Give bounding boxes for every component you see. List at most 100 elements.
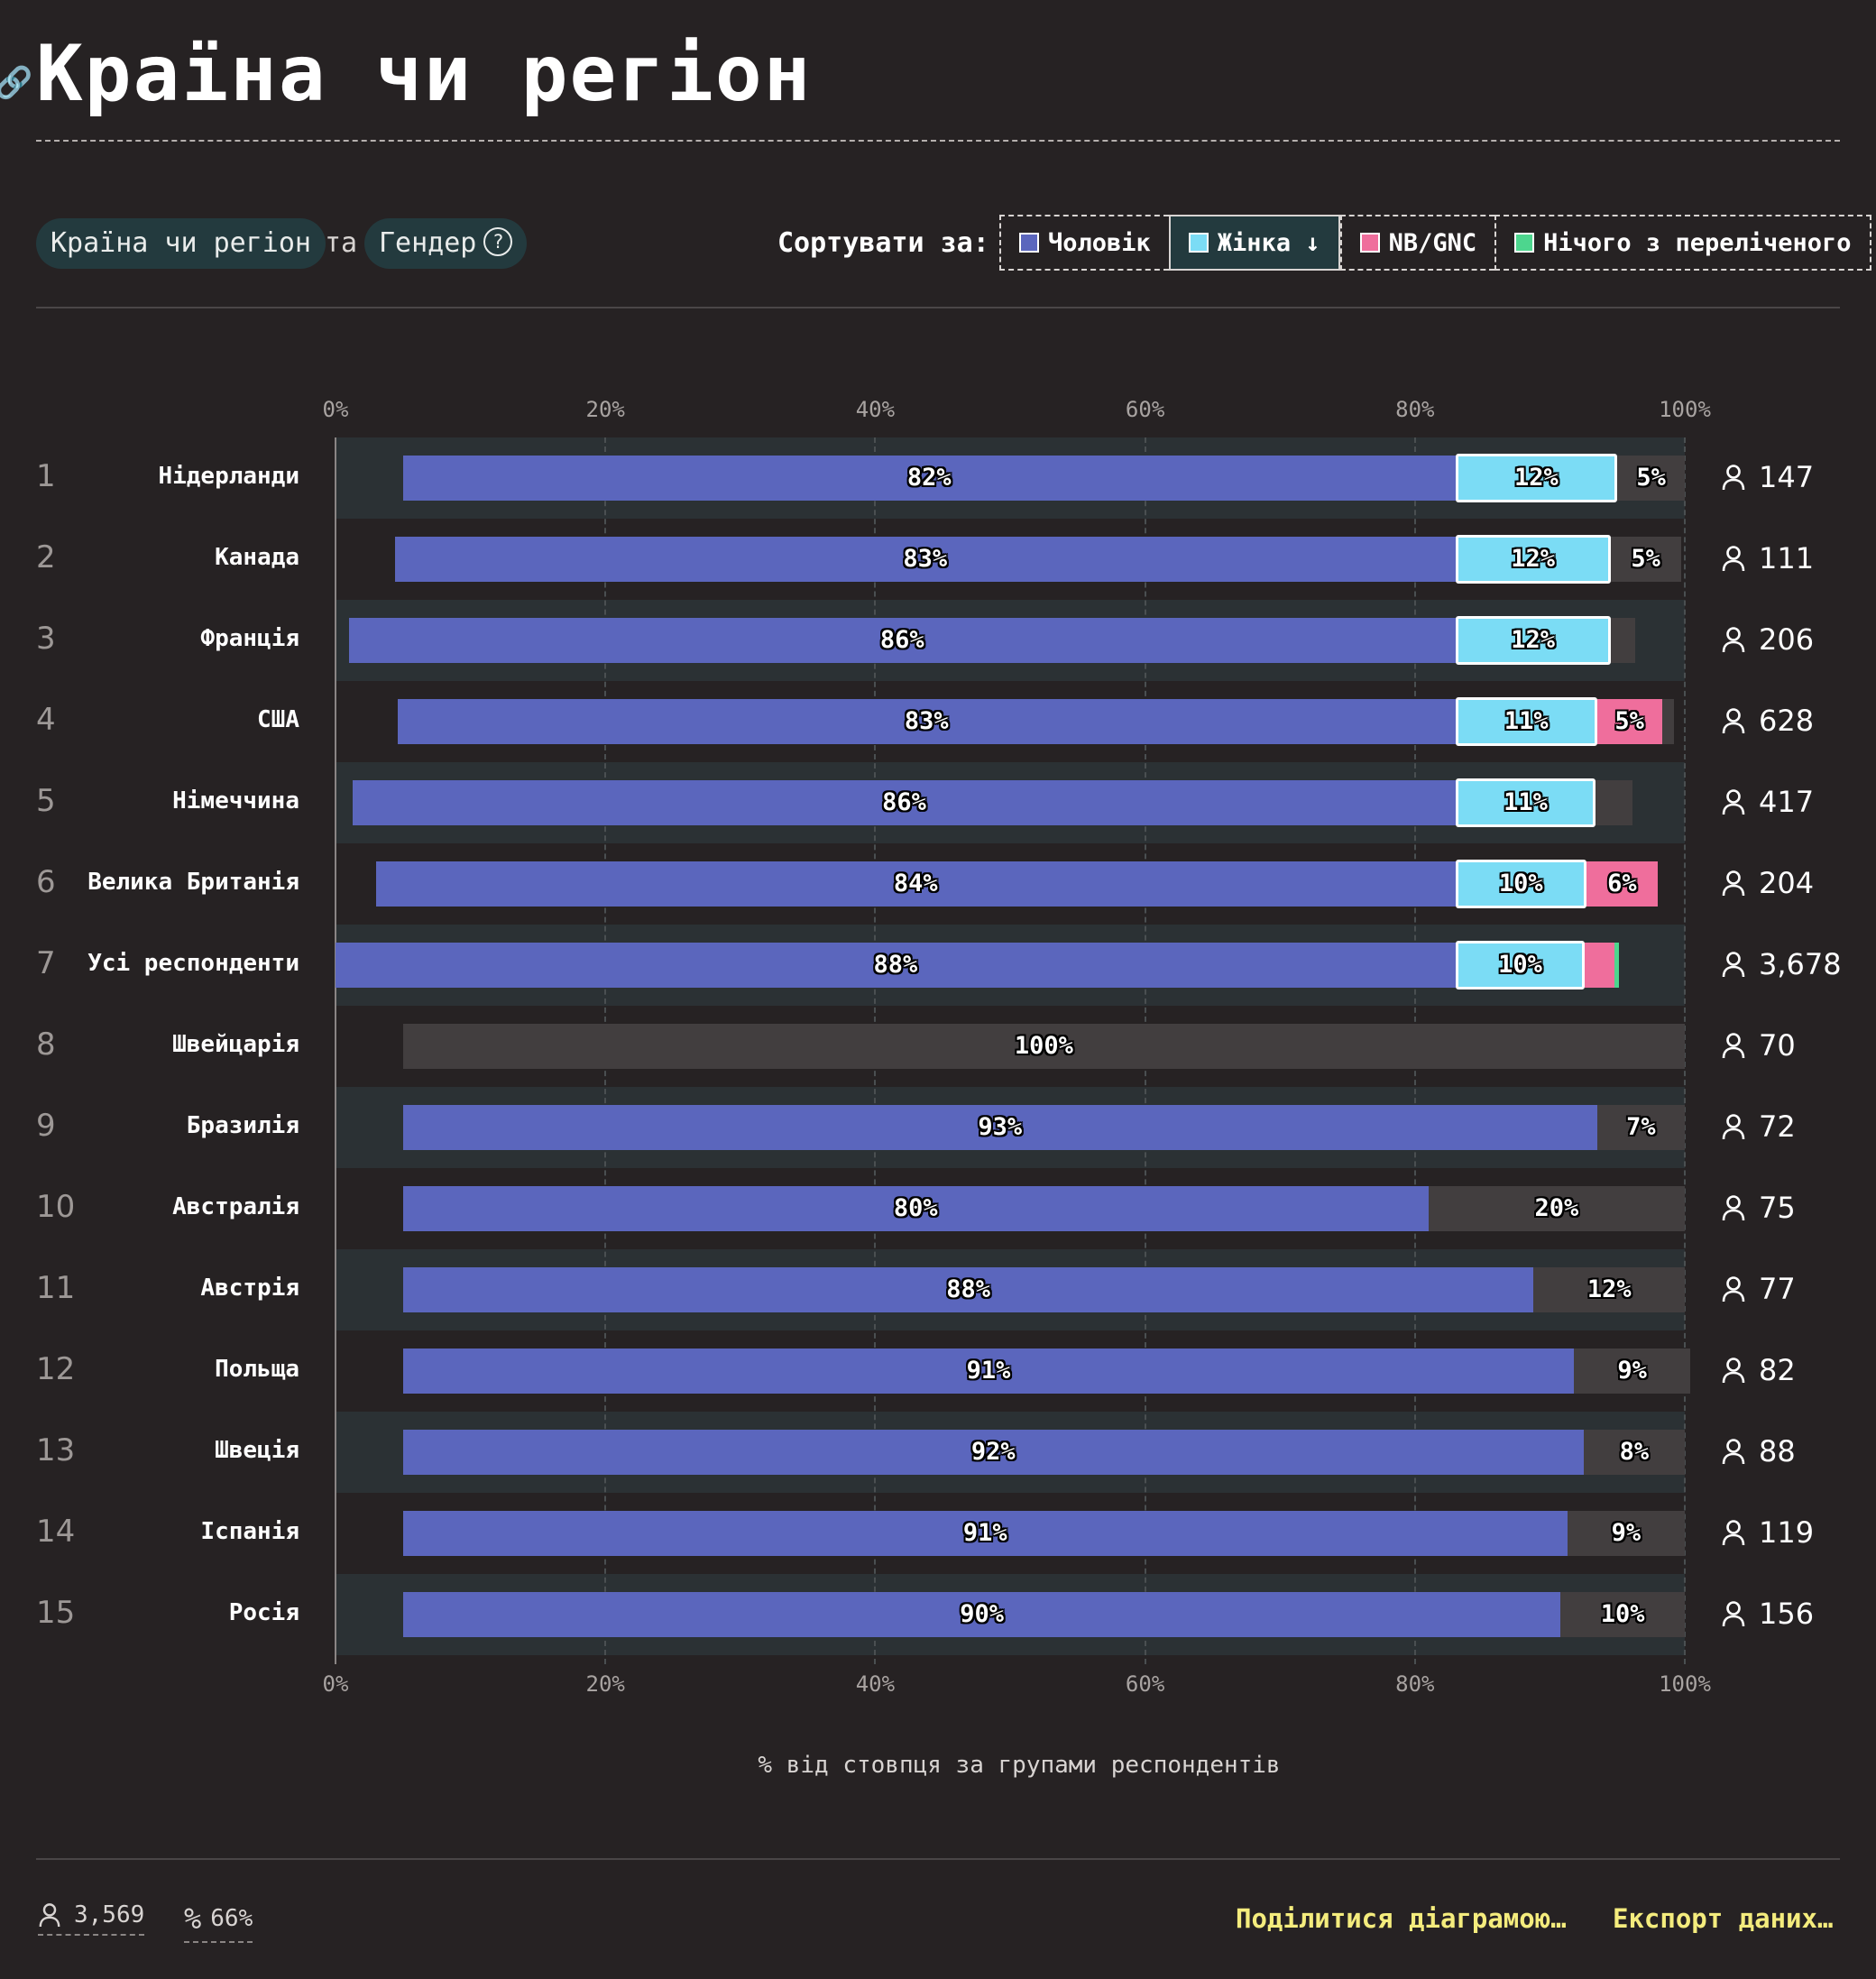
- bar-segment[interactable]: [1596, 1105, 1685, 1150]
- bar-segment[interactable]: [353, 780, 1456, 825]
- bar-segment[interactable]: [402, 1348, 1575, 1394]
- bar-value-label: 86%: [882, 788, 926, 816]
- row-count-value: 77: [1759, 1272, 1796, 1306]
- bar-segment[interactable]: [1567, 1511, 1685, 1556]
- respondents-stat[interactable]: 3,569: [38, 1901, 145, 1936]
- row-count: 82: [1721, 1353, 1796, 1387]
- bar-segment[interactable]: [1455, 941, 1586, 990]
- bar-segment[interactable]: [1596, 780, 1632, 825]
- bar-value-label: 91%: [962, 1519, 1007, 1547]
- help-icon[interactable]: ?: [483, 226, 513, 256]
- bar-value-label: 12%: [1511, 545, 1556, 573]
- bar-segment[interactable]: [375, 861, 1456, 907]
- bar-segment[interactable]: [348, 618, 1456, 663]
- export-data-link[interactable]: Експорт даних…: [1613, 1903, 1834, 1934]
- bar-value-label: 12%: [1511, 626, 1556, 654]
- bar-value-label: 100%: [1014, 1032, 1073, 1060]
- footer-divider: [36, 1858, 1840, 1860]
- share-chart-link[interactable]: Поділитися діаграмою…: [1236, 1903, 1567, 1934]
- row-label: Велика Британія: [87, 869, 299, 896]
- bar-segment[interactable]: [1455, 860, 1586, 908]
- row-count-value: 204: [1759, 866, 1815, 900]
- field-selector-button[interactable]: Країна чи регіон: [36, 218, 326, 269]
- y-axis-line: [335, 437, 336, 1664]
- bar-segment[interactable]: [1560, 1592, 1685, 1637]
- bar-segment[interactable]: [1428, 1186, 1685, 1231]
- bar-segment[interactable]: [1617, 456, 1685, 501]
- bar-segment[interactable]: [394, 537, 1456, 582]
- row-count: 119: [1721, 1515, 1814, 1550]
- bar-value-label: 5%: [1631, 545, 1660, 573]
- row-count-value: 206: [1759, 622, 1815, 657]
- x-tick-label-top: 20%: [585, 397, 625, 422]
- x-tick-label-bottom: 60%: [1125, 1671, 1165, 1697]
- bar-segment[interactable]: [1596, 699, 1662, 744]
- bar-segment[interactable]: [1455, 778, 1596, 827]
- bar-segment[interactable]: [402, 1430, 1584, 1475]
- row-count: 206: [1721, 622, 1814, 657]
- person-icon: [39, 1903, 60, 1928]
- row-count: 417: [1721, 785, 1814, 819]
- bar-segment[interactable]: [402, 1511, 1568, 1556]
- row-rank: 13: [36, 1432, 76, 1468]
- bar-segment[interactable]: [402, 1024, 1685, 1069]
- bar-value-label: 7%: [1626, 1113, 1656, 1141]
- sort-option-nbgnc[interactable]: NB/GNC: [1339, 215, 1495, 271]
- bar-segment[interactable]: [1455, 454, 1618, 502]
- bar-segment[interactable]: [402, 1186, 1429, 1231]
- row-count: 111: [1721, 541, 1814, 575]
- row-count-value: 72: [1759, 1109, 1796, 1144]
- row-count: 3,678: [1721, 947, 1842, 981]
- bar-segment[interactable]: [1610, 618, 1635, 663]
- person-icon: [1722, 627, 1745, 653]
- row-rank: 6: [36, 864, 56, 900]
- respondents-count: 3,569: [74, 1901, 145, 1928]
- bar-segment[interactable]: [1455, 697, 1597, 746]
- bar-value-label: 83%: [904, 707, 949, 735]
- percent-stat[interactable]: % 66%: [184, 1901, 253, 1943]
- bar-segment[interactable]: [397, 699, 1456, 744]
- percent-icon: %: [184, 1901, 202, 1936]
- bar-value-label: 5%: [1614, 707, 1644, 735]
- person-icon: [1722, 1114, 1745, 1140]
- sort-option-none[interactable]: Нічого з переліченого: [1494, 215, 1871, 271]
- row-rank: 10: [36, 1189, 76, 1225]
- row-label: Нідерланди: [158, 463, 299, 490]
- bar-segment[interactable]: [1585, 943, 1615, 988]
- bar-segment[interactable]: [402, 1592, 1561, 1637]
- x-tick-label-bottom: 20%: [585, 1671, 625, 1697]
- bar-segment[interactable]: [1661, 699, 1675, 744]
- row-count-value: 3,678: [1759, 947, 1842, 981]
- bar-segment[interactable]: [402, 1267, 1534, 1312]
- bar-segment[interactable]: [1574, 1348, 1690, 1394]
- sort-option-men[interactable]: Чоловік: [999, 215, 1169, 271]
- x-tick-label-bottom: 100%: [1659, 1671, 1711, 1697]
- bar-value-label: 6%: [1607, 870, 1637, 897]
- swatch-none-icon: [1514, 233, 1535, 253]
- bar-segment[interactable]: [1610, 537, 1681, 582]
- bar-value-label: 91%: [966, 1357, 1011, 1385]
- title-divider: [36, 140, 1840, 142]
- row-label: Австрія: [200, 1275, 299, 1302]
- row-rank: 9: [36, 1108, 56, 1144]
- anchor-link-icon[interactable]: 🔗: [0, 65, 33, 101]
- bar-segment[interactable]: [402, 1105, 1597, 1150]
- swatch-nbgnc-icon: [1359, 233, 1380, 253]
- x-tick-label-top: 60%: [1125, 397, 1165, 422]
- bar-segment[interactable]: [402, 456, 1456, 501]
- row-rank: 15: [36, 1595, 76, 1631]
- row-count: 628: [1721, 704, 1814, 738]
- bar-segment[interactable]: [1583, 1430, 1685, 1475]
- bar-segment[interactable]: [1533, 1267, 1685, 1312]
- bar-value-label: 20%: [1534, 1194, 1579, 1222]
- bar-segment[interactable]: [1455, 616, 1611, 665]
- bar-segment[interactable]: [1614, 943, 1619, 988]
- bar-segment[interactable]: [1455, 535, 1611, 584]
- bar-value-label: 86%: [879, 626, 924, 654]
- row-label: Швеція: [215, 1437, 299, 1464]
- sort-option-women[interactable]: Жінка ↓: [1168, 215, 1340, 271]
- x-axis-title: % від стовпця за групами респондентів: [758, 1752, 1281, 1779]
- bar-segment[interactable]: [336, 943, 1456, 988]
- breakdown-selector-button[interactable]: Гендер?: [364, 218, 528, 269]
- bar-segment[interactable]: [1586, 861, 1659, 907]
